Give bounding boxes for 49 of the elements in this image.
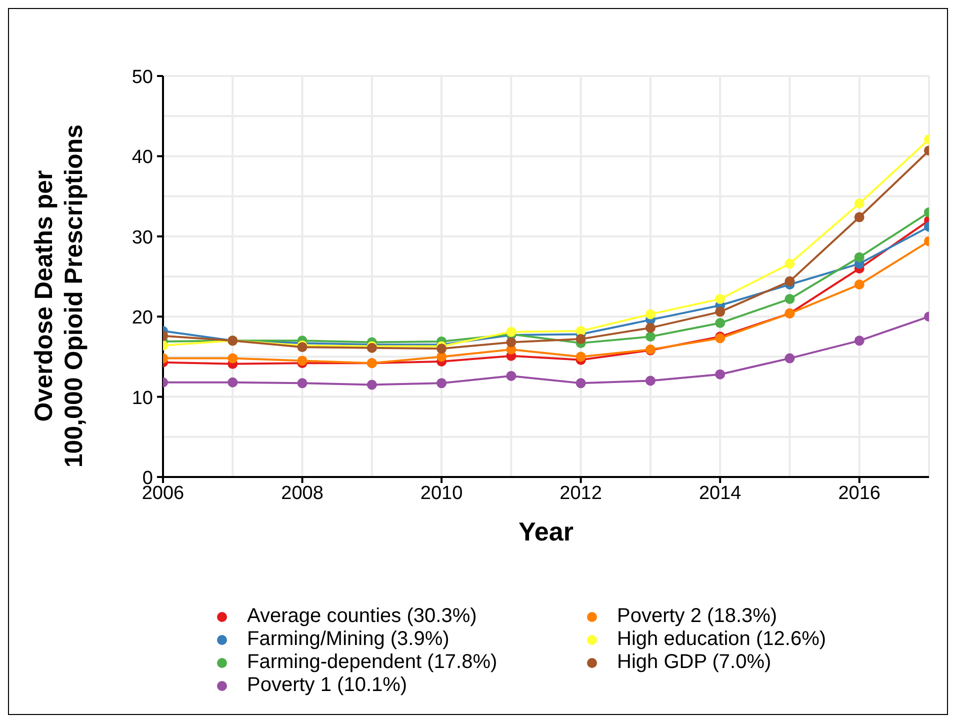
x-tick-label: 2008	[281, 483, 324, 504]
point	[784, 258, 795, 269]
point	[228, 377, 238, 388]
point	[436, 344, 447, 354]
y-tick-label: 50	[132, 67, 153, 88]
point	[297, 378, 308, 388]
y-tick-label: 20	[132, 308, 153, 329]
point	[576, 378, 586, 388]
point	[366, 380, 377, 390]
point	[506, 337, 516, 348]
legend-label: Poverty 2 (18.3%)	[617, 605, 778, 628]
point	[715, 318, 726, 328]
point	[645, 332, 656, 342]
point	[436, 378, 447, 388]
point	[715, 306, 726, 317]
point	[715, 369, 726, 380]
point	[784, 294, 795, 304]
point	[784, 353, 795, 364]
point	[576, 352, 586, 362]
x-axis-title: Year	[518, 516, 574, 546]
legend-label: High GDP (7.0%)	[617, 651, 772, 674]
x-tick-label: 2016	[838, 483, 881, 504]
point	[784, 276, 795, 286]
legend-label: Farming/Mining (3.9%)	[247, 628, 450, 651]
legend-label: High education (12.6%)	[617, 628, 826, 651]
point	[854, 252, 864, 262]
legend-label: Poverty 1 (10.1%)	[247, 674, 408, 697]
point	[506, 326, 516, 337]
y-tick-label: 30	[132, 227, 153, 248]
point	[645, 309, 656, 320]
legend-label: Farming-dependent (17.8%)	[247, 651, 498, 674]
x-tick-label: 2014	[698, 483, 742, 504]
point	[854, 280, 864, 290]
point	[576, 334, 586, 344]
point	[228, 353, 238, 364]
point	[645, 322, 656, 333]
point	[854, 198, 864, 209]
point	[854, 212, 864, 222]
point	[854, 336, 864, 346]
legend-label: Average counties (30.3%)	[247, 605, 477, 628]
point	[645, 376, 656, 386]
point	[506, 370, 516, 381]
y-axis-title: Overdose Deaths per 100,000 Opioid Prescriptions	[29, 124, 89, 468]
point	[297, 356, 308, 366]
x-tick-label: 2012	[560, 483, 602, 504]
y-tick-label: 10	[132, 388, 153, 409]
point	[715, 294, 726, 304]
y-tick-label: 40	[132, 147, 153, 168]
x-tick-label: 2010	[420, 483, 463, 504]
